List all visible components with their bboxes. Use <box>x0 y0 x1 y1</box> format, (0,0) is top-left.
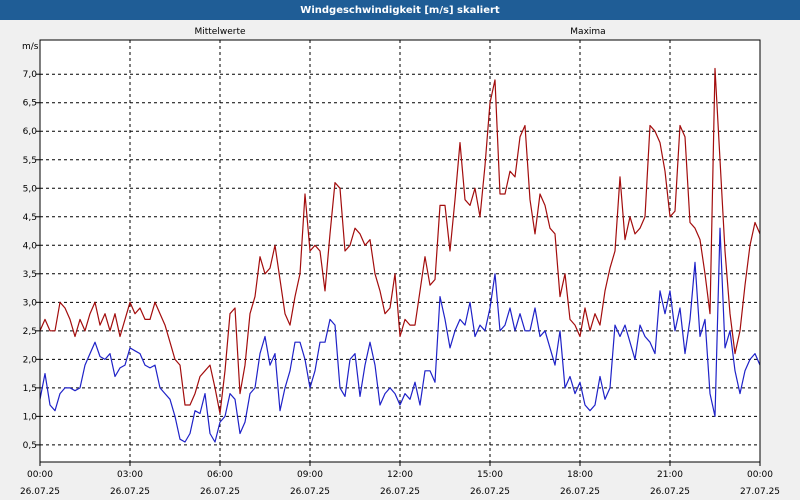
y-tick-label: 7,0 <box>23 70 38 80</box>
x-tick-time: 06:00 <box>207 470 233 480</box>
x-tick-time: 18:00 <box>567 470 593 480</box>
y-tick-label: 3,5 <box>23 270 37 280</box>
series-line-mittelwerte <box>39 227 761 443</box>
y-tick-label: 2,0 <box>23 355 38 365</box>
y-tick-label: 2,5 <box>23 327 37 337</box>
plot-border <box>39 39 761 463</box>
y-tick-label: 5,5 <box>23 156 37 166</box>
legend-mittelwerte: Mittelwerte <box>194 27 245 37</box>
y-axis-label: m/s <box>22 42 39 52</box>
y-tick-label: 5,0 <box>23 184 38 194</box>
y-tick-label: 4,5 <box>23 213 37 223</box>
y-axis-ticks: 0,5 1,0 1,5 2,0 2,5 3,0 3,5 4,0 4,5 5,0 5,5 6,0 6,5 7… <box>23 70 40 451</box>
y-tick-label: 4,0 <box>23 241 38 251</box>
x-tick-time: 12:00 <box>387 470 413 480</box>
x-tick-date: 26.07.25 <box>650 487 690 497</box>
series-line-maxima <box>39 67 761 415</box>
x-tick-date: 26.07.25 <box>110 487 150 497</box>
x-tick-date: 26.07.25 <box>20 487 60 497</box>
x-tick-time: 21:00 <box>657 470 683 480</box>
x-tick-time: 03:00 <box>117 470 143 480</box>
y-tick-label: 1,0 <box>23 412 38 422</box>
x-tick-time: 00:00 <box>27 470 53 480</box>
y-tick-label: 1,5 <box>23 384 37 394</box>
y-tick-label: 3,0 <box>23 298 38 308</box>
x-tick-date: 27.07.25 <box>740 487 780 497</box>
legend-maxima: Maxima <box>570 27 605 37</box>
series-lines <box>39 67 761 443</box>
x-tick-date: 26.07.25 <box>200 487 240 497</box>
window-title: Windgeschwindigkeit [m/s] skaliert <box>0 0 800 20</box>
x-tick-date: 26.07.25 <box>470 487 510 497</box>
y-tick-label: 0,5 <box>23 441 37 451</box>
x-tick-date: 26.07.25 <box>290 487 330 497</box>
x-axis-ticks: 00:00 26.07.25 03:00 26.07.25 06:00 26.07.25 0… <box>20 462 780 497</box>
y-tick-label: 6,0 <box>23 127 38 137</box>
y-tick-label: 6,5 <box>23 99 37 109</box>
x-tick-date: 26.07.25 <box>380 487 420 497</box>
x-tick-time: 09:00 <box>297 470 323 480</box>
x-tick-date: 26.07.25 <box>560 487 600 497</box>
x-tick-time: 15:00 <box>477 470 503 480</box>
x-tick-time: 00:00 <box>747 470 773 480</box>
gridlines <box>40 40 760 462</box>
